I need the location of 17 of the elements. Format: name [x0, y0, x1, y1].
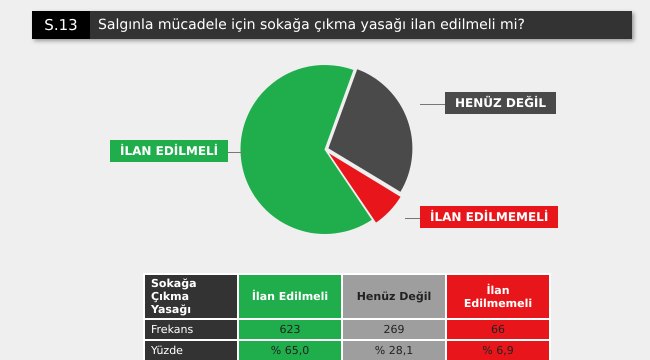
text: İlan Edilmemeli [447, 275, 549, 318]
text: 66 [447, 320, 549, 339]
text: 623 [239, 320, 341, 339]
text: % 65,0 [239, 341, 341, 360]
text: % 6,9 [447, 341, 549, 360]
slice-label: İLAN EDİLMELİ [110, 140, 228, 162]
text: 269 [343, 320, 445, 339]
chart-title: Salgınla mücadele için sokağa çıkma yasağı ilan edilmeli mi? [97, 17, 525, 33]
text: S.13 [32, 11, 90, 39]
text: İlan Edilmeli [239, 275, 341, 318]
text: % 28,1 [343, 341, 445, 360]
slice-label: HENÜZ DEĞİL [445, 92, 556, 114]
text: Henüz Değil [343, 275, 445, 318]
text: Frekans [145, 320, 237, 339]
text: Sokağa Çıkma Yasağı [145, 275, 237, 318]
text: Yüzde [145, 341, 237, 360]
slice-label: İLAN EDİLMEMELİ [420, 206, 558, 228]
